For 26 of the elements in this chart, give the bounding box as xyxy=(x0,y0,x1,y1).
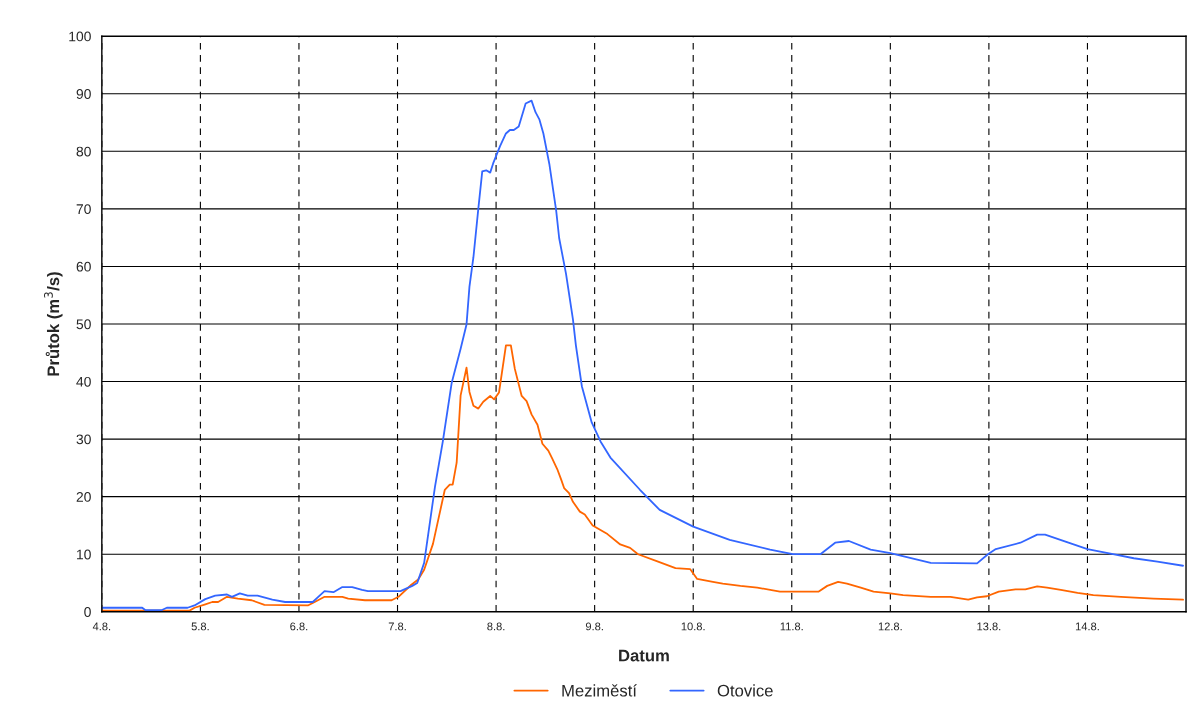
x-tick-label: 13.8. xyxy=(977,622,1001,631)
x-tick-label: 12.8. xyxy=(878,622,902,631)
x-tick-label: 6.8. xyxy=(290,622,308,631)
y-tick-label: 90 xyxy=(76,89,91,99)
x-axis-title: Datum xyxy=(619,649,669,662)
x-tick-label: 9.8. xyxy=(585,622,603,631)
legend-label: Otovice xyxy=(717,684,773,697)
legend-label: Meziměstí xyxy=(562,684,637,697)
x-tick-label: 5.8. xyxy=(191,622,209,631)
y-tick-label: 20 xyxy=(76,492,91,502)
y-tick-label: 100 xyxy=(69,31,91,42)
x-tick-label: 10.8. xyxy=(681,622,705,631)
y-tick-label: 0 xyxy=(84,607,91,617)
y-tick-label: 30 xyxy=(76,434,91,445)
y-tick-label: 10 xyxy=(77,549,91,560)
x-tick-label: 7.8. xyxy=(388,622,406,631)
x-tick-label: 14.8. xyxy=(1075,622,1099,631)
y-tick-label: 60 xyxy=(76,261,91,272)
y-tick-label: 50 xyxy=(76,319,91,330)
x-tick-label: 8.8. xyxy=(487,622,505,631)
y-tick-label: 80 xyxy=(76,146,91,157)
y-axis-title: Průtok (m$^{3}$/s) xyxy=(44,272,63,376)
x-tick-label: 11.8. xyxy=(780,622,803,631)
y-tick-label: 70 xyxy=(76,204,91,215)
x-tick-label: 4.8. xyxy=(92,622,111,631)
y-tick-label: 40 xyxy=(76,376,91,387)
